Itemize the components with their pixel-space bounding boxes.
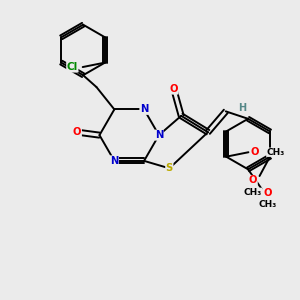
- Text: O: O: [250, 147, 259, 157]
- Text: O: O: [169, 84, 178, 94]
- Text: N: N: [110, 156, 118, 166]
- Text: Cl: Cl: [67, 62, 78, 72]
- Text: O: O: [249, 176, 257, 185]
- Text: S: S: [166, 163, 173, 173]
- Text: CH₃: CH₃: [259, 200, 277, 209]
- Text: H: H: [238, 103, 246, 113]
- Text: N: N: [155, 130, 163, 140]
- Text: CH₃: CH₃: [244, 188, 262, 197]
- Text: O: O: [73, 127, 81, 137]
- Text: N: N: [140, 104, 148, 114]
- Text: CH₃: CH₃: [266, 148, 285, 157]
- Text: O: O: [264, 188, 272, 198]
